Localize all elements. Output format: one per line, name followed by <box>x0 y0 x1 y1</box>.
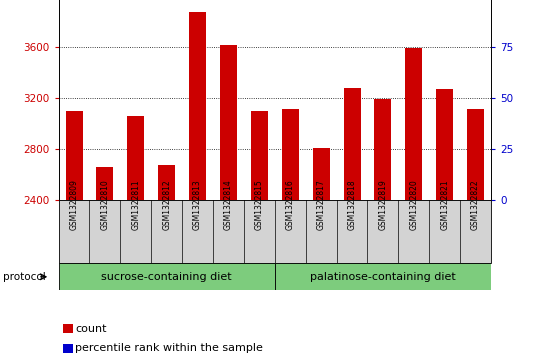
Text: GSM1322813: GSM1322813 <box>193 179 202 230</box>
Bar <box>189 12 206 200</box>
Text: GSM1322819: GSM1322819 <box>378 179 387 230</box>
Text: GSM1322821: GSM1322821 <box>440 180 449 230</box>
Bar <box>344 88 360 200</box>
Text: GSM1322812: GSM1322812 <box>162 180 171 230</box>
Bar <box>282 110 299 200</box>
Text: GSM1322811: GSM1322811 <box>131 180 140 230</box>
Bar <box>59 263 275 290</box>
Bar <box>374 99 391 200</box>
Text: palatinose-containing diet: palatinose-containing diet <box>310 272 456 282</box>
Text: percentile rank within the sample: percentile rank within the sample <box>75 343 263 354</box>
Text: sucrose-containing diet: sucrose-containing diet <box>102 272 232 282</box>
Bar <box>436 89 453 200</box>
Text: GSM1322810: GSM1322810 <box>100 179 109 230</box>
Text: GSM1322816: GSM1322816 <box>286 179 295 230</box>
Bar <box>127 116 145 200</box>
Text: GSM1322817: GSM1322817 <box>316 179 326 230</box>
Text: GSM1322822: GSM1322822 <box>471 180 480 230</box>
Bar <box>97 167 113 200</box>
Text: GSM1322815: GSM1322815 <box>255 179 264 230</box>
Text: GSM1322818: GSM1322818 <box>348 180 357 230</box>
Bar <box>275 263 491 290</box>
Bar <box>312 147 330 200</box>
Bar <box>405 48 422 200</box>
Text: GSM1322809: GSM1322809 <box>70 179 79 230</box>
Bar <box>158 166 175 200</box>
Bar <box>65 111 83 200</box>
Text: GSM1322820: GSM1322820 <box>410 179 418 230</box>
Bar <box>220 45 237 200</box>
Bar <box>251 111 268 200</box>
Text: GSM1322814: GSM1322814 <box>224 179 233 230</box>
Text: protocol: protocol <box>3 272 46 282</box>
Text: count: count <box>75 323 107 334</box>
Bar <box>467 110 484 200</box>
